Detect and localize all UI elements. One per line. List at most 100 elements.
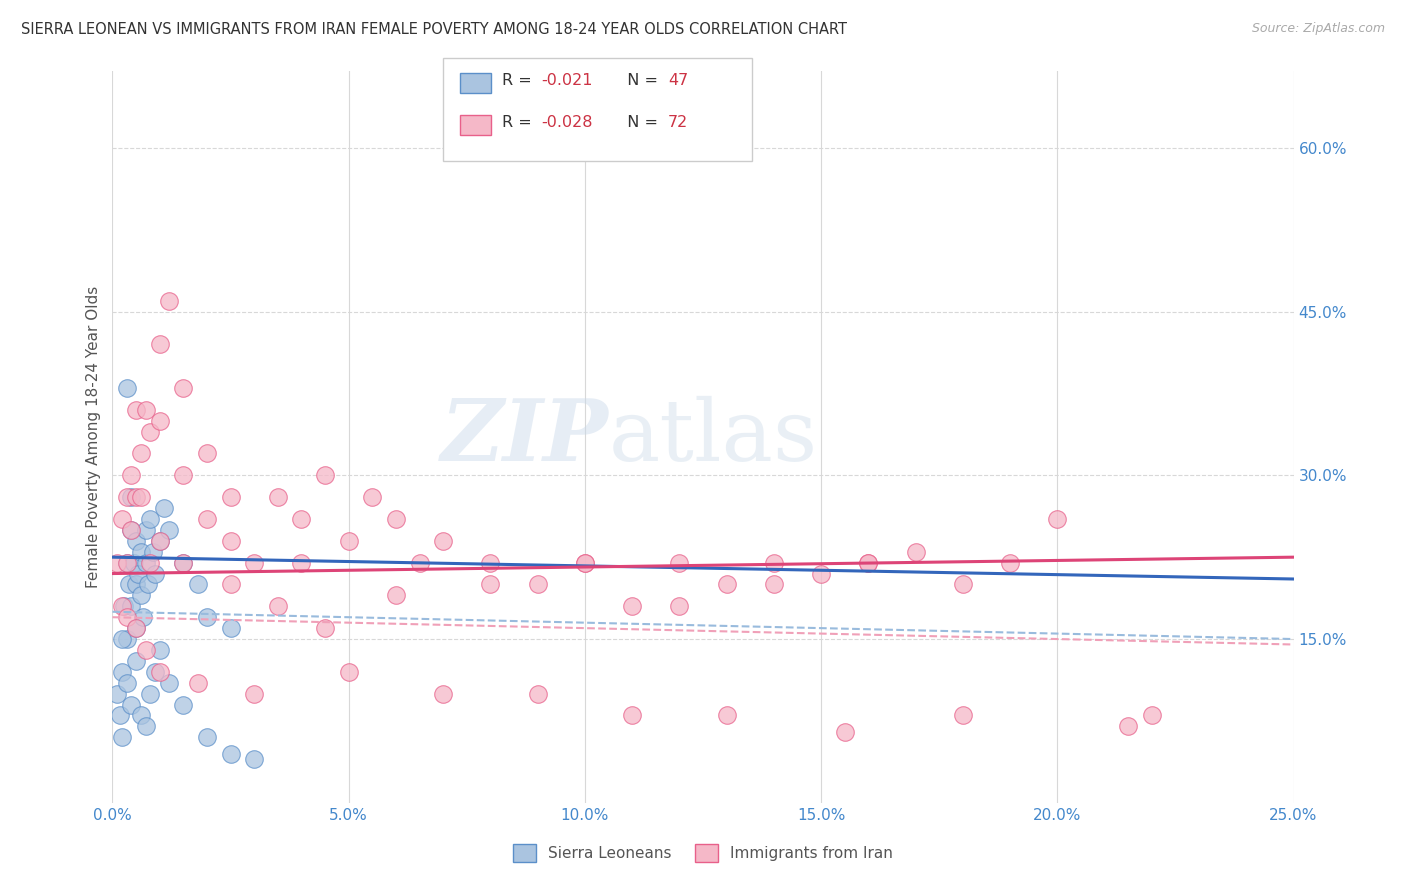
Point <box>125 402 148 417</box>
Point <box>115 556 138 570</box>
Point <box>120 490 142 504</box>
Point <box>129 545 152 559</box>
Point <box>120 698 142 712</box>
Text: -0.021: -0.021 <box>541 73 593 88</box>
Point <box>157 293 180 308</box>
Point <box>314 468 336 483</box>
Point <box>139 556 162 570</box>
Point <box>952 577 974 591</box>
Point <box>120 468 142 483</box>
Point <box>115 632 138 646</box>
Point <box>574 556 596 570</box>
Point <box>112 599 135 614</box>
Point <box>172 698 194 712</box>
Text: atlas: atlas <box>609 395 818 479</box>
Point <box>111 632 134 646</box>
Point <box>810 566 832 581</box>
Point <box>621 599 644 614</box>
Point <box>574 556 596 570</box>
Point <box>526 687 548 701</box>
Point <box>136 577 159 591</box>
Point <box>149 414 172 428</box>
Point <box>122 556 145 570</box>
Point <box>219 747 242 761</box>
Point <box>668 556 690 570</box>
Point <box>172 381 194 395</box>
Point <box>135 556 157 570</box>
Point <box>267 599 290 614</box>
Point <box>195 610 218 624</box>
Point <box>105 556 128 570</box>
Point <box>186 577 208 591</box>
Point <box>1116 719 1139 733</box>
Point <box>139 512 162 526</box>
Point <box>132 610 155 624</box>
Point <box>143 665 166 679</box>
Point <box>716 577 738 591</box>
Point <box>111 731 134 745</box>
Point <box>243 752 266 766</box>
Point <box>135 523 157 537</box>
Point <box>243 556 266 570</box>
Point <box>716 708 738 723</box>
Point <box>149 533 172 548</box>
Point <box>195 512 218 526</box>
Point <box>385 512 408 526</box>
Y-axis label: Female Poverty Among 18-24 Year Olds: Female Poverty Among 18-24 Year Olds <box>86 286 101 588</box>
Point <box>172 556 194 570</box>
Point <box>125 533 148 548</box>
Text: R =: R = <box>502 115 537 130</box>
Point <box>153 501 176 516</box>
Point <box>172 556 194 570</box>
Point <box>858 556 880 570</box>
Point <box>111 599 134 614</box>
Point <box>129 588 152 602</box>
Point <box>157 523 180 537</box>
Point <box>762 577 785 591</box>
Point <box>143 566 166 581</box>
Point <box>904 545 927 559</box>
Point <box>195 731 218 745</box>
Point <box>432 687 454 701</box>
Text: N =: N = <box>617 73 664 88</box>
Point <box>105 687 128 701</box>
Point <box>337 533 360 548</box>
Legend: Sierra Leoneans, Immigrants from Iran: Sierra Leoneans, Immigrants from Iran <box>508 838 898 868</box>
Point <box>290 512 312 526</box>
Point <box>129 446 152 460</box>
Point <box>115 556 138 570</box>
Point <box>408 556 430 570</box>
Point <box>111 665 134 679</box>
Point <box>1046 512 1069 526</box>
Point <box>952 708 974 723</box>
Point <box>998 556 1021 570</box>
Point <box>135 719 157 733</box>
Point <box>195 446 218 460</box>
Point <box>314 621 336 635</box>
Point <box>118 577 141 591</box>
Point <box>385 588 408 602</box>
Text: N =: N = <box>617 115 664 130</box>
Point <box>432 533 454 548</box>
Point <box>120 523 142 537</box>
Point <box>115 675 138 690</box>
Point <box>834 724 856 739</box>
Point <box>142 545 165 559</box>
Text: Source: ZipAtlas.com: Source: ZipAtlas.com <box>1251 22 1385 36</box>
Point <box>267 490 290 504</box>
Point <box>526 577 548 591</box>
Point <box>149 665 172 679</box>
Point <box>149 643 172 657</box>
Point <box>149 337 172 351</box>
Point <box>139 687 162 701</box>
Point <box>129 490 152 504</box>
Text: ZIP: ZIP <box>440 395 609 479</box>
Point <box>290 556 312 570</box>
Text: R =: R = <box>502 73 537 88</box>
Point <box>243 687 266 701</box>
Point <box>135 643 157 657</box>
Point <box>219 621 242 635</box>
Point <box>108 708 131 723</box>
Point <box>120 523 142 537</box>
Point <box>129 708 152 723</box>
